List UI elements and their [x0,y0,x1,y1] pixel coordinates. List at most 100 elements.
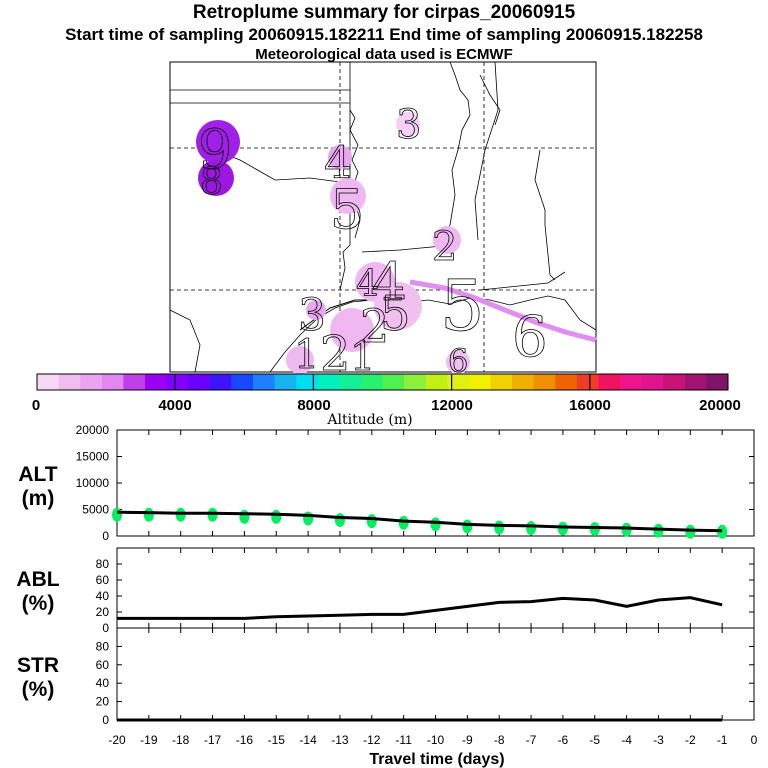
y-tick-label: 0 [102,529,109,543]
colorbar-swatch [512,374,535,390]
colorbar-swatch [58,374,81,390]
data-marker [239,509,250,524]
y-axis-label: (m) [22,487,55,510]
data-marker [653,523,664,538]
colorbar-swatch [360,374,383,390]
x-tick-label: -10 [427,733,445,747]
data-marker [175,507,186,522]
x-tick-label: -17 [204,733,222,747]
colorbar-swatch [663,374,686,390]
map-circle [374,282,422,330]
colorbar-swatch [296,374,319,390]
sampling-times: Start time of sampling 20060915.182211 E… [65,25,703,44]
map-borders [169,61,597,373]
colorbar-swatch [684,374,707,390]
series-line [116,510,723,533]
colorbar-tick: 4000 [158,397,191,414]
x-tick-label: -2 [685,733,696,747]
map-time-label: 3 [298,290,326,341]
colorbar-swatch [706,374,729,390]
colorbar-swatch [317,374,340,390]
map-time-label: 8 [200,162,223,203]
y-tick-label: 60 [96,573,110,587]
data-marker [271,509,282,524]
data-marker [621,522,632,537]
x-tick-label: -1 [717,733,728,747]
colorbar-swatch [620,374,643,390]
met-data-note: Meteorological data used is ECMWF [255,46,513,63]
y-axis-label: STR [17,654,59,677]
map-time-label: 4 [324,138,352,189]
y-tick-label: 40 [96,589,110,603]
map-time-label: 6 [512,305,548,370]
x-tick-label: -15 [268,733,286,747]
series-line [117,596,723,620]
map-time-label: 1 [350,334,375,380]
time-series-panels: 20000150001000050000ALT(m)806040200ABL(%… [16,423,757,747]
map-panel: 3 4 5 2 5 6 9 8 1 2 3 4 5 6 1 2 4 [169,61,597,383]
x-tick-label: -16 [236,733,254,747]
colorbar-swatch [490,374,513,390]
colorbar-swatch [188,374,211,390]
data-marker [685,524,696,539]
map-time-label: 5 [380,286,411,342]
x-tick-label: -7 [526,733,537,747]
map-time-label: 4 [372,253,405,313]
colorbar-swatch [80,374,103,390]
y-tick-label: 20 [96,695,110,709]
y-tick-label: 15000 [76,450,110,464]
y-tick-label: 40 [96,676,110,690]
colorbar-label: Altitude (m) [326,412,412,428]
y-tick-label: 0 [102,621,109,635]
y-tick-label: 0 [102,713,109,727]
map-time-label: 2 [320,326,351,382]
plume-track [409,279,597,343]
map-circle [198,160,234,196]
colorbar-swatch [382,374,405,390]
map-time-label: 9 [198,118,232,181]
map-circle [446,350,470,374]
y-tick-label: 20000 [76,423,110,437]
data-marker [303,511,314,526]
x-axis-label: Travel time (days) [369,751,504,768]
colorbar-tick: 20000 [699,397,741,414]
y-axis-label: ALT [18,463,57,486]
y-tick-label: 20 [96,605,110,619]
colorbar-swatch [274,374,297,390]
colorbar-swatch [123,374,146,390]
map-circle [306,300,326,320]
x-tick-label: -9 [462,733,473,747]
panel-frame [116,547,755,629]
map-time-label: 5 [440,265,485,347]
colorbar-swatch [231,374,254,390]
data-marker [366,514,377,529]
map-time-label: 3 [396,102,421,148]
map-time-label: 6 [448,342,468,380]
y-tick-label: 80 [96,557,110,571]
colorbar-tick: 12000 [431,397,473,414]
y-tick-label: 80 [96,639,110,653]
colorbar-swatch [533,374,556,390]
panel-frame [116,627,755,721]
x-tick-label: -14 [299,733,317,747]
colorbar-swatch [101,374,124,390]
colorbar-ticks: 0 4000 8000 12000 16000 20000 [32,397,741,414]
map-circle [433,226,461,254]
colorbar-swatch [468,374,491,390]
colorbar-frame [36,373,729,391]
colorbar-swatch [598,374,621,390]
x-tick-label: -5 [589,733,600,747]
y-axis-label: (%) [22,678,55,701]
map-time-labels: 3 4 5 2 5 6 9 8 1 2 3 4 5 6 1 2 4 [198,102,548,383]
map-time-label: 5 [330,178,364,241]
map-circle [396,112,420,136]
data-marker [717,524,728,539]
data-marker [112,507,122,522]
colorbar-swatch [339,374,362,390]
data-marker [430,517,441,532]
data-marker [207,507,218,522]
colorbar-tick: 16000 [569,397,611,414]
colorbar-swatch [37,374,60,390]
